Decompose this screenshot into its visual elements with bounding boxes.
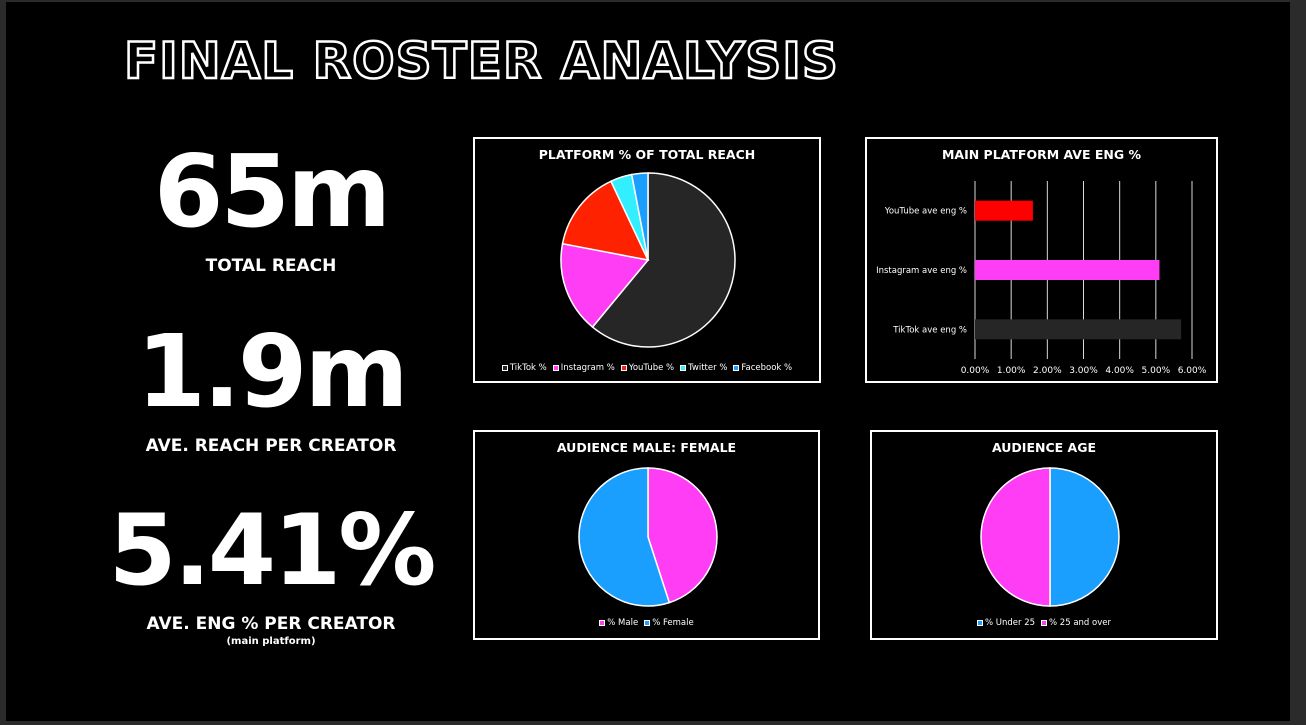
legend-label: % 25 and over — [1049, 618, 1111, 628]
chart-legend: % Male % Female — [475, 618, 818, 628]
bar-youtube-ave-eng-pct — [975, 200, 1033, 221]
stat-value: 65m — [153, 133, 391, 250]
legend-item-instagram-pct: Instagram % — [552, 363, 615, 373]
x-tick-label: 0.00% — [961, 366, 990, 376]
chart-legend: % Under 25 % 25 and over — [872, 618, 1216, 628]
legend-label: Instagram % — [560, 363, 615, 373]
stat-label: AVE. ENG % PER CREATOR — [146, 614, 396, 634]
legend-swatch — [644, 619, 651, 626]
stat-value: 1.9m — [136, 313, 408, 430]
legend-item-tiktok-pct: TikTok % — [501, 363, 547, 373]
x-tick-label: 5.00% — [1142, 366, 1171, 376]
pie-slice-pct-25-and-over — [980, 467, 1051, 607]
gender-pie — [578, 467, 718, 607]
legend-label: TikTok % — [509, 363, 547, 373]
pie-slice-tiktok-pct — [591, 172, 736, 348]
y-category-label: Instagram ave eng % — [876, 266, 967, 276]
legend-label: % Female — [652, 618, 694, 628]
legend-swatch — [733, 364, 740, 371]
pie-slice-facebook-pct — [630, 172, 649, 261]
legend-item-youtube-pct: YouTube % — [620, 363, 675, 373]
x-tick-label: 6.00% — [1178, 366, 1207, 376]
pie-slice-pct-male — [647, 467, 718, 604]
chart-title: PLATFORM % OF TOTAL REACH — [538, 147, 756, 162]
chart-panel-engagement: MAIN PLATFORM AVE ENG % 0.00% 1.00% 2.00% 3… — [865, 137, 1218, 383]
stat-value: 5.41% — [108, 494, 437, 608]
chart-panel-age: AUDIENCE AGE % Under 25 % 25 and over — [870, 430, 1218, 640]
pie-slice-youtube-pct — [561, 180, 650, 262]
stat-label: AVE. REACH PER CREATOR — [145, 436, 397, 456]
stat-avg-reach: 1.9m AVE. REACH PER CREATOR — [106, 313, 436, 457]
platform-reach-pie — [560, 172, 736, 348]
bar-instagram-ave-eng-pct — [975, 260, 1160, 280]
legend-swatch — [1041, 619, 1048, 626]
legend-item-twitter-pct: Twitter % — [680, 363, 727, 373]
y-category-label: YouTube ave eng % — [884, 207, 967, 217]
engagement-bar-chart: 0.00% 1.00% 2.00% 3.00% 4.00% 5.00% 6.00% YouTu… — [876, 181, 1207, 376]
stat-label: TOTAL REACH — [205, 256, 337, 276]
chart-title: AUDIENCE AGE — [991, 440, 1096, 455]
legend-swatch — [977, 619, 983, 626]
legend-label: % Male — [607, 618, 639, 628]
chart-legend: TikTok % Instagram % YouTube % Twitter % Fac… — [475, 363, 819, 373]
legend-item-pct-under-25: % Under 25 — [977, 618, 1035, 628]
age-pie — [980, 467, 1120, 607]
chart-panel-gender: AUDIENCE MALE: FEMALE % Male % Female — [473, 430, 820, 640]
legend-label: Twitter % — [688, 363, 728, 373]
pie-slice-pct-under-25 — [1049, 467, 1120, 607]
legend-item-facebook-pct: Facebook % — [733, 363, 792, 373]
chart-panel-platform-reach: PLATFORM % OF TOTAL REACH TikTok % Instag… — [473, 137, 821, 383]
legend-label: % Under 25 — [985, 618, 1036, 628]
legend-item-pct-25-and-over: % 25 and over — [1041, 618, 1111, 628]
legend-label: Facebook % — [741, 363, 793, 373]
legend-swatch — [680, 364, 687, 371]
pie-slice-pct-female — [578, 467, 671, 607]
pie-slice-instagram-pct — [560, 242, 650, 329]
slide: FINAL ROSTER ANALYSIS 65m TOTAL REACH 1.… — [6, 2, 1290, 721]
bar-tiktok-ave-eng-pct — [975, 319, 1182, 340]
stat-total-reach: 65m TOTAL REACH — [106, 133, 436, 277]
page-title: FINAL ROSTER ANALYSIS — [123, 31, 839, 92]
stat-avg-eng: 5.41% AVE. ENG % PER CREATOR (main platf… — [106, 494, 437, 647]
legend-label: YouTube % — [628, 363, 675, 373]
legend-item-pct-male: % Male — [599, 618, 638, 628]
legend-swatch — [552, 364, 559, 371]
legend-swatch — [620, 364, 627, 371]
stat-note: (main platform) — [226, 636, 316, 647]
legend-item-pct-female: % Female — [644, 618, 694, 628]
x-tick-label: 1.00% — [997, 366, 1026, 376]
y-category-label: TikTok ave eng % — [892, 325, 967, 335]
chart-title: AUDIENCE MALE: FEMALE — [556, 440, 737, 455]
chart-title: MAIN PLATFORM AVE ENG % — [941, 147, 1142, 162]
legend-swatch — [599, 619, 606, 626]
legend-swatch — [501, 364, 508, 371]
x-tick-label: 2.00% — [1033, 366, 1062, 376]
x-tick-label: 4.00% — [1105, 366, 1134, 376]
x-tick-label: 3.00% — [1069, 366, 1098, 376]
